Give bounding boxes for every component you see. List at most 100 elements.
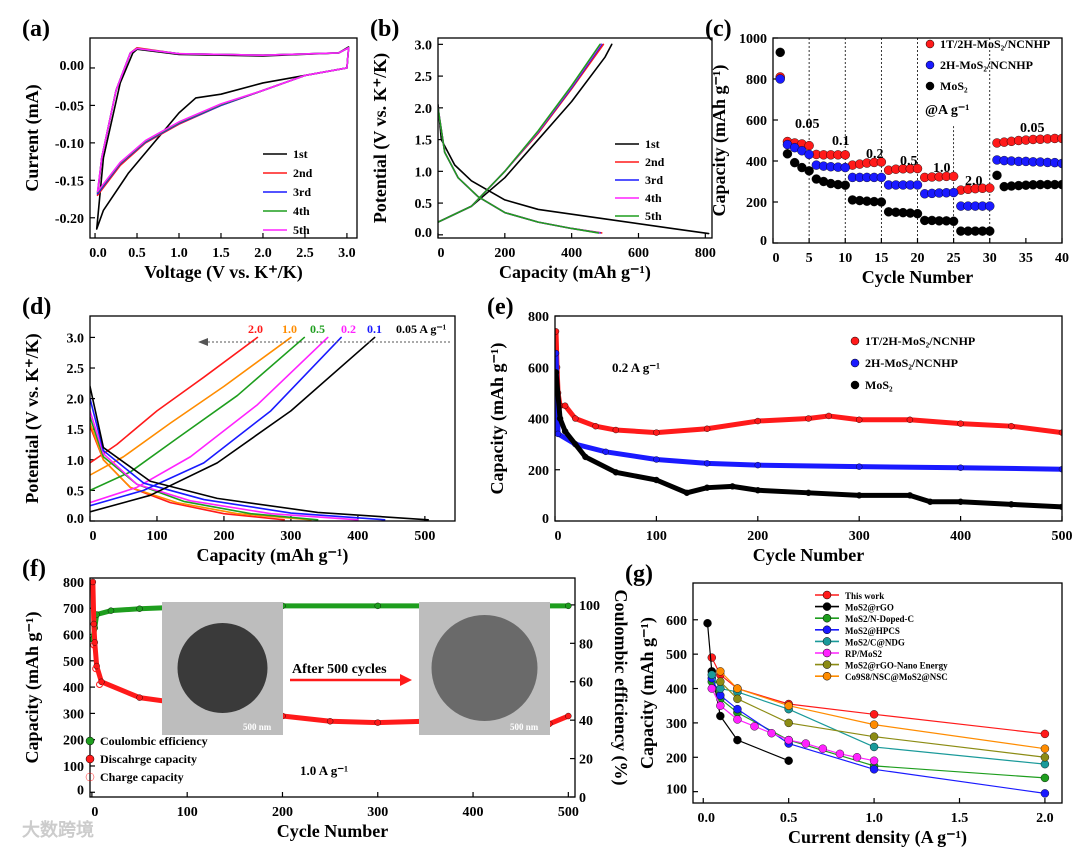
scale-bar-label: 500 nm xyxy=(243,722,272,732)
legend-marker xyxy=(850,336,860,346)
data-point xyxy=(716,711,725,721)
y-tick-label: 400 xyxy=(528,413,549,428)
data-point xyxy=(985,183,995,193)
data-point xyxy=(869,710,879,719)
data-point xyxy=(906,416,914,423)
y-tick-label: 100 xyxy=(63,760,84,775)
data-point xyxy=(957,420,964,427)
x-tick-label: 20 xyxy=(911,251,925,266)
data-point xyxy=(1040,729,1050,739)
y-tick-label: 400 xyxy=(746,155,767,170)
data-point xyxy=(835,749,845,759)
x-tick-label: 400 xyxy=(950,529,971,544)
x-tick-label: 1.0 xyxy=(170,246,188,261)
y-right-tick-label: 60 xyxy=(579,676,593,691)
data-point xyxy=(985,201,995,211)
data-point xyxy=(876,197,887,207)
y-axis-label: Capacity (mAh g⁻¹) xyxy=(637,617,658,769)
plot-area xyxy=(95,46,350,230)
data-point xyxy=(703,425,711,432)
data-point xyxy=(96,680,104,688)
y-tick-label: 1000 xyxy=(739,32,767,47)
legend-label: Discahrge capacity xyxy=(100,752,197,766)
y-tick-label: 200 xyxy=(63,734,84,749)
data-point xyxy=(707,684,716,693)
panel-label: (c) xyxy=(705,16,732,42)
panel-d: (d) 0 100 200 300 400 500 0.0 0.5 1.0 1.5 2.0 2.5 3.0… xyxy=(22,294,456,566)
y-tick-label: 2.5 xyxy=(415,70,433,85)
legend-marker xyxy=(822,613,832,623)
data-point xyxy=(869,742,879,752)
rate-label: 2.0 xyxy=(248,322,263,336)
data-point xyxy=(683,489,691,497)
y-tick-label: 2.0 xyxy=(415,102,433,117)
series-line xyxy=(90,336,376,513)
legend-marker xyxy=(850,380,860,390)
data-point xyxy=(784,718,793,728)
data-point xyxy=(856,416,863,423)
x-tick-label: 300 xyxy=(367,805,388,820)
plot-area xyxy=(438,43,710,235)
data-point xyxy=(733,704,742,714)
x-tick-label: 800 xyxy=(695,246,716,261)
plot-frame xyxy=(437,37,713,239)
legend-label: MoS2@HPCS xyxy=(845,626,900,636)
y-tick-label: 2.0 xyxy=(67,393,85,408)
x-tick-label: 500 xyxy=(414,529,435,544)
data-point xyxy=(92,665,100,673)
panel-e: (e) 0 100 200 300 400 500 0 200 400 600 800 Cycle Nu… xyxy=(487,294,1073,565)
plot-frame xyxy=(89,577,576,798)
plot-frame xyxy=(554,315,1063,522)
y-tick-label: 0.0 xyxy=(415,226,433,241)
data-point xyxy=(1057,179,1062,190)
series-line xyxy=(96,46,350,193)
data-point xyxy=(784,735,793,745)
data-point xyxy=(1058,429,1062,436)
y-axis-label: Potential (V vs. K⁺/K) xyxy=(22,333,43,503)
x-tick-label: 300 xyxy=(849,529,870,544)
legend-marker xyxy=(822,590,832,600)
series-line xyxy=(438,43,602,223)
data-point xyxy=(556,415,564,422)
y-axis-label: Capacity (mAh g⁻¹) xyxy=(487,343,508,495)
data-point xyxy=(912,163,923,174)
y-tick-label: 0 xyxy=(760,234,767,249)
legend-label: 3rd xyxy=(645,173,663,187)
rate-label: 0.5 xyxy=(310,322,325,336)
data-point xyxy=(561,428,569,435)
series-line xyxy=(555,369,1062,510)
y-tick-label: 700 xyxy=(63,602,84,617)
y-tick-label: -0.10 xyxy=(55,137,84,152)
data-point xyxy=(1057,133,1062,144)
data-point xyxy=(592,422,599,430)
series-line xyxy=(90,385,430,521)
y-tick-label: 3.0 xyxy=(67,331,85,346)
data-point xyxy=(754,487,761,494)
data-point xyxy=(801,739,810,748)
data-point xyxy=(555,369,560,376)
y-tick-label: -0.15 xyxy=(55,174,84,189)
x-axis-label: Capacity (mAh g⁻¹) xyxy=(197,545,349,566)
data-point xyxy=(1008,422,1015,430)
y-axis-label: Capacity (mAh g⁻¹) xyxy=(22,612,43,764)
x-axis-label: Cycle Number xyxy=(862,267,973,287)
data-point xyxy=(754,461,761,469)
y-tick-label: 1.0 xyxy=(67,454,85,469)
data-point xyxy=(703,460,711,467)
legend-marker xyxy=(925,81,935,91)
data-point xyxy=(1057,158,1062,169)
panel-label: (f) xyxy=(22,556,46,582)
data-point xyxy=(326,718,334,725)
legend-label: 2nd xyxy=(293,166,313,180)
data-point xyxy=(782,149,793,159)
legend-label: 1st xyxy=(645,137,660,151)
x-tick-label: 1.5 xyxy=(951,811,969,826)
y-tick-label: 1.5 xyxy=(415,134,433,149)
series-line xyxy=(90,397,386,521)
data-point xyxy=(733,684,742,693)
y-tick-label: 800 xyxy=(63,576,84,591)
rate-annotation: 0.2 xyxy=(866,147,884,162)
x-axis-label: Voltage (V vs. K⁺/K) xyxy=(144,262,303,283)
x-tick-label: 400 xyxy=(347,529,368,544)
